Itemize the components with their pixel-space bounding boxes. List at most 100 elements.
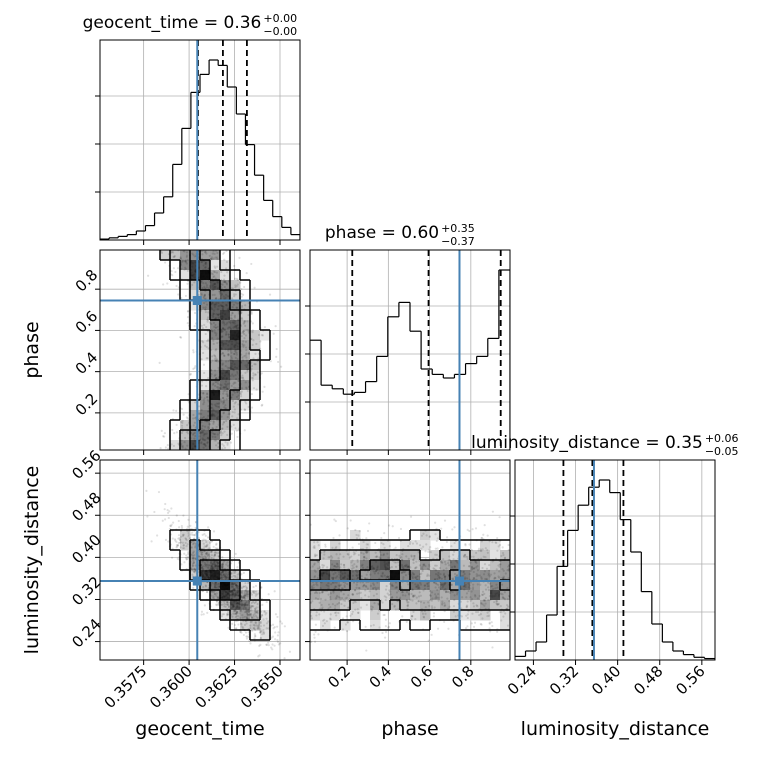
density-bin [220,580,231,591]
sample-point [244,364,247,367]
sample-point [216,577,219,580]
sample-point [216,341,219,345]
sample-point [222,305,225,308]
density-bin [410,550,421,561]
sample-point [343,563,346,566]
sample-point [226,388,229,391]
sample-point [244,594,247,597]
sample-point [236,586,239,590]
sample-point [214,547,217,550]
sample-point [231,410,234,414]
density-bin [220,390,231,401]
sample-point [486,614,489,618]
sample-point [236,390,239,393]
sample-point [204,439,207,442]
sample-point [252,623,255,627]
sample-point [331,546,334,549]
density-bin [200,540,211,551]
sample-point [171,274,174,277]
density-bin [210,370,221,381]
marginal-title-plus: +0.06 [705,432,739,445]
sample-point [214,266,217,269]
sample-point [207,553,210,556]
sample-point [323,571,326,574]
sample-point [215,560,219,563]
sample-point [216,313,220,317]
sample-point [400,571,404,575]
sample-point [213,574,216,578]
density-bin [220,300,231,311]
sample-point [432,567,435,570]
sample-point [431,597,434,600]
density-bin [170,440,181,450]
sample-point [183,268,186,271]
sample-point [206,560,209,563]
sample-point [233,352,236,356]
sample-point [424,612,427,615]
sample-point [223,582,226,585]
sample-point [176,544,180,547]
sample-point [205,591,209,594]
sample-point [258,622,261,625]
sample-point [488,582,492,585]
sample-point [246,635,249,638]
sample-point [223,258,226,261]
sample-point [407,583,410,586]
sample-point [486,611,489,614]
sample-point [238,256,241,259]
sample-point [198,290,201,293]
density-bin [220,440,231,450]
sample-point [221,593,224,596]
sample-point [235,306,238,309]
sample-point [241,342,244,346]
sample-point [433,606,436,609]
sample-point [216,280,219,283]
sample-point [255,388,258,391]
sample-point [252,374,255,377]
sample-point [186,258,189,262]
sample-point [180,563,183,566]
sample-point [212,569,215,572]
density-bin [310,580,321,591]
sample-point [255,611,258,614]
sample-point [214,586,217,589]
sample-point [200,613,203,616]
density-bin [360,540,371,551]
sample-point [204,261,207,265]
sample-point [494,576,497,580]
sample-point [180,424,184,427]
sample-point [214,285,217,288]
sample-point [356,592,359,595]
sample-point [414,567,417,570]
sample-point [250,392,253,396]
sample-point [226,433,229,437]
density-bin [200,390,211,401]
sample-point [222,573,226,576]
sample-point [212,382,215,385]
sample-point [216,388,220,391]
sample-point [235,351,238,354]
sample-point [229,358,232,362]
sample-point [316,591,319,595]
sample-point [236,390,239,394]
sample-point [221,314,224,318]
sample-point [191,533,194,537]
sample-point [260,372,263,375]
sample-point [223,430,226,433]
sample-point [443,578,447,581]
sample-point [225,250,228,253]
density-bin [320,600,331,611]
density-bin [380,560,391,571]
sample-point [377,572,380,575]
sample-point [200,431,203,434]
sample-point [231,337,235,340]
density-bin [480,570,491,581]
sample-point [386,567,389,570]
sample-point [358,530,361,533]
sample-point [242,345,245,348]
sample-point [507,569,510,572]
sample-point [244,334,248,337]
density-bin [500,590,510,601]
sample-point [233,588,237,591]
sample-point [177,534,181,537]
